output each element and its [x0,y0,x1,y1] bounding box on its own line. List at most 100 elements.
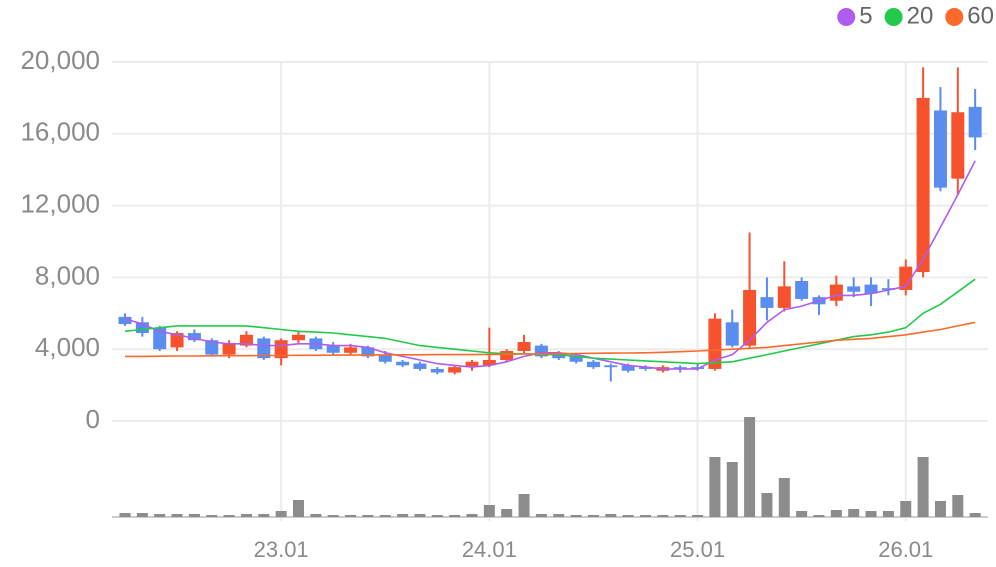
ma-line [125,321,976,358]
candle-body [153,327,167,350]
volume-bar [397,514,409,517]
volume-bar [900,501,912,517]
y-tick-label: 0 [86,404,100,434]
volume-bar [136,513,148,517]
y-tick-label: 16,000 [20,117,100,147]
volume-bar [310,514,322,517]
candle-body [187,333,201,341]
candle-body [361,347,375,357]
candle-body [430,368,444,373]
volume-bar [761,493,773,517]
candle-body [239,334,253,346]
candle-body [222,343,236,355]
candle-body [968,106,982,138]
candle-body [396,361,410,366]
candle-body [604,365,618,368]
candle-body [621,365,635,371]
volume-bar [275,511,287,517]
volume-bar [240,514,252,517]
volume-bar [952,495,964,517]
candle-body [465,361,479,368]
volume-bar [640,515,651,517]
volume-bar [293,500,304,517]
candle-body [725,322,739,346]
volume-bar [709,457,721,517]
candle-body [933,110,947,188]
candle-body [829,284,843,301]
volume-bar [154,514,166,517]
volume-bar [414,514,426,517]
candle-body [448,367,462,373]
volume-bar [553,514,565,517]
volume-bar [501,509,513,517]
volume-bar [813,515,825,517]
candle-body [673,367,687,369]
y-tick-label: 12,000 [20,188,100,218]
volume-bar [119,513,131,517]
volume-bar [934,501,946,517]
volume-bar [223,515,235,517]
candle-body [951,112,965,179]
volume-bar [969,513,981,517]
candle-body [916,97,930,273]
y-tick-label: 4,000 [35,332,100,362]
candle-body [170,333,184,348]
volume-bar [518,494,530,517]
legend-label: 5 [859,2,872,29]
volume-bar [449,515,461,517]
candle-body [760,297,774,308]
candle-body [795,280,809,299]
volume-bar [674,515,686,517]
volume-bar [345,515,357,517]
volume-bar [744,417,756,517]
candle-body [569,356,583,362]
candle-body [118,316,132,325]
candle-body [135,322,149,334]
volume-bar [258,514,270,517]
x-tick-label: 23.01 [254,537,309,562]
volume-bar [605,514,617,517]
volume-bar [726,462,738,517]
candle-body [743,289,757,346]
volume-bar [657,515,669,517]
legend-dot [945,8,964,26]
candle-body [777,286,791,308]
volume-bar [483,505,495,517]
volume-bar [431,515,443,517]
legend-dot [837,8,856,26]
volume-bar [535,514,547,517]
candle-body [205,340,219,355]
candle-body [344,347,358,353]
candle-body [292,334,305,341]
volume-bar [882,511,894,517]
candle-body [413,363,427,369]
volume-bar [570,515,582,517]
candle-body [534,345,548,357]
candle-body [881,288,895,290]
volume-bar [171,514,183,517]
x-tick-label: 25.01 [670,537,725,562]
legend-label: 60 [967,2,994,29]
candle-body [847,286,861,292]
volume-bar [778,478,790,517]
candle-body [326,345,340,353]
candle-body [482,359,496,366]
volume-bar [622,515,634,517]
candle-body [517,342,531,351]
candle-body [708,318,722,369]
x-tick-label: 24.01 [462,537,517,562]
legend-label: 20 [907,2,934,29]
candle-body [552,352,566,359]
volume-bar [865,511,877,517]
candle-body [257,338,271,359]
volume-bar [796,511,808,517]
candle-body [639,367,652,369]
candle-body [500,350,514,360]
candle-body [899,266,913,290]
y-tick-label: 20,000 [20,45,100,75]
volume-bar [379,515,391,517]
volume-bar [692,515,704,517]
volume-bar [188,514,200,517]
